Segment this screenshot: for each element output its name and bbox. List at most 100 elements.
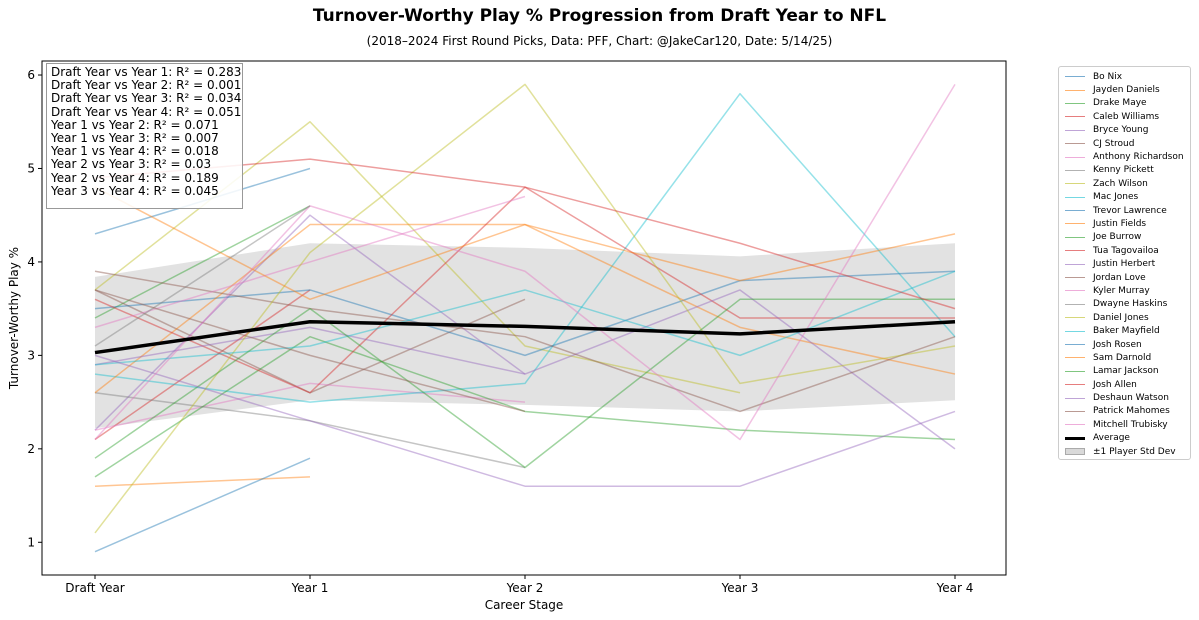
legend-entry: Sam Darnold <box>1065 351 1190 364</box>
legend-entry: Patrick Mahomes <box>1065 405 1190 418</box>
legend-entry: Bo Nix <box>1065 70 1190 83</box>
legend-entry: Mac Jones <box>1065 191 1190 204</box>
legend-label: Tua Tagovailoa <box>1093 245 1159 256</box>
legend-patch <box>1065 448 1085 456</box>
legend-entry: CJ Stroud <box>1065 137 1190 150</box>
legend-label: CJ Stroud <box>1093 138 1135 149</box>
legend-label: Bryce Young <box>1093 125 1149 136</box>
legend-label: Daniel Jones <box>1093 312 1149 323</box>
r2-annotation-line: Year 2 vs Year 3: R² = 0.03 <box>51 157 212 172</box>
legend-entry: Zach Wilson <box>1065 177 1190 190</box>
x-tick-label: Year 2 <box>506 581 544 595</box>
series-line-justin-herbert <box>94 289 956 450</box>
series-line-baker-mayfield <box>94 270 956 366</box>
legend-entry: Daniel Jones <box>1065 311 1190 324</box>
legend-swatch <box>1065 223 1085 225</box>
series-line-deshaun-watson <box>94 354 956 487</box>
series-line-dwayne-haskins <box>94 205 311 347</box>
legend-label: Joe Burrow <box>1093 232 1142 243</box>
r2-annotation-line: Draft Year vs Year 3: R² = 0.034 <box>51 91 242 106</box>
legend-entry: Dwayne Haskins <box>1065 298 1190 311</box>
legend-label: Sam Darnold <box>1093 352 1152 363</box>
legend-swatch <box>1065 303 1085 305</box>
series-line-caleb-williams <box>94 289 311 441</box>
r2-annotation-line: Draft Year vs Year 2: R² = 0.001 <box>51 78 242 93</box>
legend-entry: Kyler Murray <box>1065 284 1190 297</box>
legend-label: Dwayne Haskins <box>1093 299 1168 310</box>
r2-annotation-line: Year 1 vs Year 3: R² = 0.007 <box>51 131 219 146</box>
legend-entry: Justin Herbert <box>1065 257 1190 270</box>
legend-swatch <box>1065 397 1085 399</box>
legend-swatch <box>1065 424 1085 426</box>
x-axis-label: Career Stage <box>485 598 564 612</box>
legend-swatch <box>1065 76 1085 78</box>
legend-entry: ±1 Player Std Dev <box>1065 445 1190 458</box>
chart-title: Turnover-Worthy Play % Progression from … <box>312 6 887 26</box>
series-line-bryce-young <box>94 214 526 431</box>
y-tick-label: 3 <box>27 348 35 362</box>
legend-label: Jayden Daniels <box>1093 85 1160 96</box>
x-tick-label: Year 4 <box>936 581 974 595</box>
legend-swatch <box>1065 330 1085 332</box>
r2-annotation-line: Year 2 vs Year 4: R² = 0.189 <box>51 170 219 185</box>
legend-label: ±1 Player Std Dev <box>1093 446 1176 457</box>
legend-label: Josh Allen <box>1093 379 1137 390</box>
series-line-drake-maye <box>94 205 311 319</box>
legend-label: Patrick Mahomes <box>1093 406 1170 417</box>
legend-entry: Trevor Lawrence <box>1065 204 1190 217</box>
legend-label: Jordan Love <box>1093 272 1146 283</box>
series-line-justin-fields <box>94 223 956 394</box>
legend-label: Josh Rosen <box>1093 339 1142 350</box>
series-line-tua-tagovailoa <box>94 186 955 394</box>
series-line-anthony-richardson <box>94 382 526 431</box>
r2-annotation-line: Draft Year vs Year 1: R² = 0.283 <box>51 65 242 79</box>
legend-swatch <box>1065 169 1085 171</box>
std-band-layer <box>95 243 955 429</box>
legend-label: Kyler Murray <box>1093 285 1150 296</box>
r2-annotation-line: Year 1 vs Year 4: R² = 0.018 <box>51 144 219 159</box>
legend-label: Kenny Pickett <box>1093 165 1154 176</box>
series-line-sam-darnold <box>94 186 956 301</box>
legend-swatch <box>1065 250 1085 252</box>
series-line-mitchell-trubisky <box>94 83 956 441</box>
legend-swatch <box>1065 116 1085 118</box>
series-layer <box>94 83 956 553</box>
legend-swatch <box>1065 290 1085 292</box>
series-line-mac-jones <box>94 92 956 403</box>
legend-swatch <box>1065 317 1085 319</box>
legend-label: Zach Wilson <box>1093 178 1148 189</box>
legend-swatch <box>1065 143 1085 145</box>
legend-swatch <box>1065 410 1085 412</box>
legend-swatch <box>1065 357 1085 359</box>
y-tick-label: 4 <box>27 255 35 269</box>
legend-entry: Kenny Pickett <box>1065 164 1190 177</box>
legend-entry: Mitchell Trubisky <box>1065 418 1190 431</box>
legend-label: Trevor Lawrence <box>1093 205 1167 216</box>
legend-entry: Lamar Jackson <box>1065 365 1190 378</box>
legend-entry: Tua Tagovailoa <box>1065 244 1190 257</box>
legend-swatch <box>1065 436 1085 440</box>
legend-label: Justin Herbert <box>1093 259 1156 270</box>
x-tick-label: Draft Year <box>65 581 125 595</box>
axis-layer: 1 2 3 4 5 6 Draft Year Year 1 Year 2 Year 3 Year 4… <box>7 68 973 612</box>
y-axis-label: Turnover-Worthy Play % <box>7 247 21 390</box>
x-tick-label: Year 1 <box>291 581 329 595</box>
legend-entry: Jordan Love <box>1065 271 1190 284</box>
legend-label: Drake Maye <box>1093 98 1147 109</box>
legend-swatch <box>1065 210 1085 212</box>
average-line <box>94 319 956 355</box>
legend-label: Lamar Jackson <box>1093 366 1159 377</box>
legend-swatch <box>1065 129 1085 131</box>
y-tick-label: 1 <box>27 535 35 549</box>
legend-swatch <box>1065 236 1085 238</box>
legend-entry: Deshaun Watson <box>1065 391 1190 404</box>
chart-subtitle: (2018–2024 First Round Picks, Data: PFF,… <box>366 34 833 48</box>
legend-label: Deshaun Watson <box>1093 393 1169 404</box>
r2-annotation-line: Year 3 vs Year 4: R² = 0.045 <box>51 183 219 198</box>
legend-entry: Josh Rosen <box>1065 338 1190 351</box>
legend-swatch <box>1065 102 1085 104</box>
legend-entry: Caleb Williams <box>1065 110 1190 123</box>
series-line-daniel-jones <box>94 83 956 534</box>
legend-swatch <box>1065 277 1085 279</box>
